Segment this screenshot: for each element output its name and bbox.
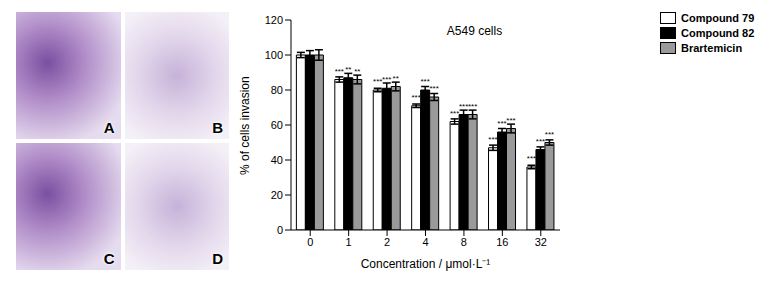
html-text:A: A: [103, 119, 115, 136]
html-text:A549 cells: A549 cells: [446, 24, 503, 38]
html-text:Compound 82: Compound 82: [681, 27, 755, 39]
svg-text:1: 1: [346, 236, 352, 248]
html-text:B: B: [212, 119, 223, 136]
svg-text:***: ***: [450, 109, 459, 118]
svg-text:**: **: [393, 74, 399, 83]
html-text:Brartemicin: Brartemicin: [681, 42, 743, 54]
svg-text:0: 0: [277, 224, 283, 236]
svg-text:32: 32: [535, 236, 547, 248]
svg-text:***: ***: [420, 77, 429, 86]
svg-text:100: 100: [265, 49, 283, 61]
svg-text:2: 2: [384, 236, 390, 248]
svg-text:***: ***: [373, 77, 382, 86]
svg-text:***: ***: [506, 116, 515, 125]
svg-text:60: 60: [271, 119, 283, 131]
svg-text:***: ***: [536, 137, 545, 146]
svg-text:***: ***: [488, 135, 497, 144]
svg-text:40: 40: [271, 154, 283, 166]
svg-text:***: ***: [411, 93, 420, 102]
svg-text:120: 120: [265, 14, 283, 26]
svg-text:***: ***: [545, 130, 554, 139]
html-text:D: D: [212, 250, 223, 267]
html-text:Compound 79: Compound 79: [681, 12, 755, 24]
svg-text:4: 4: [422, 236, 428, 248]
svg-text:***: ***: [459, 102, 468, 111]
html-text:C: C: [103, 250, 115, 267]
svg-text:***: ***: [382, 75, 391, 84]
svg-text:***: ***: [497, 119, 506, 128]
svg-text:0: 0: [307, 236, 313, 248]
svg-text:***: ***: [527, 154, 536, 163]
svg-text:***: ***: [429, 84, 438, 93]
svg-text:16: 16: [496, 236, 508, 248]
svg-text:**: **: [345, 65, 351, 74]
svg-text:8: 8: [461, 236, 467, 248]
svg-text:***: ***: [335, 67, 344, 76]
svg-text:% of cells invasion: % of cells invasion: [238, 76, 252, 175]
svg-text:80: 80: [271, 84, 283, 96]
svg-text:Concentration / μmol·L⁻¹: Concentration / μmol·L⁻¹: [361, 257, 491, 271]
svg-text:**: **: [354, 67, 360, 76]
svg-text:***: ***: [468, 102, 477, 111]
svg-text:20: 20: [271, 189, 283, 201]
